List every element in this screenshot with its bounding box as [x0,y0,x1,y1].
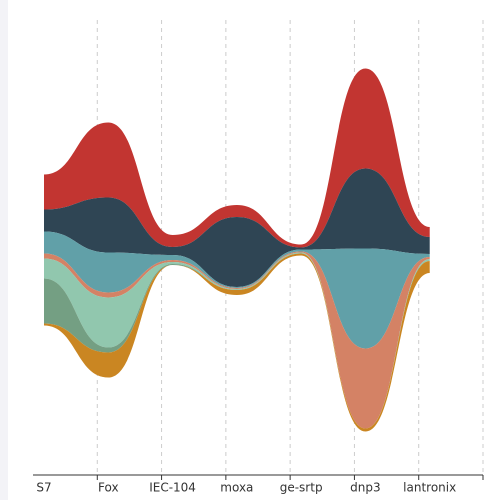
x-tick-label: lantronix [403,481,456,495]
x-tick-label: ge-srtp [280,481,323,495]
stream-layer [44,68,430,248]
stream-layer [44,168,430,287]
x-tick-label: IEC-104 [149,481,196,495]
stream-layer [44,252,430,429]
x-tick-label: Fox [98,481,119,495]
x-tick-label: moxa [220,481,253,495]
x-tick-label: dnp3 [350,481,380,495]
stream-layer [44,231,430,349]
side-strip [0,0,8,500]
x-tick-label: S7 [36,481,51,495]
